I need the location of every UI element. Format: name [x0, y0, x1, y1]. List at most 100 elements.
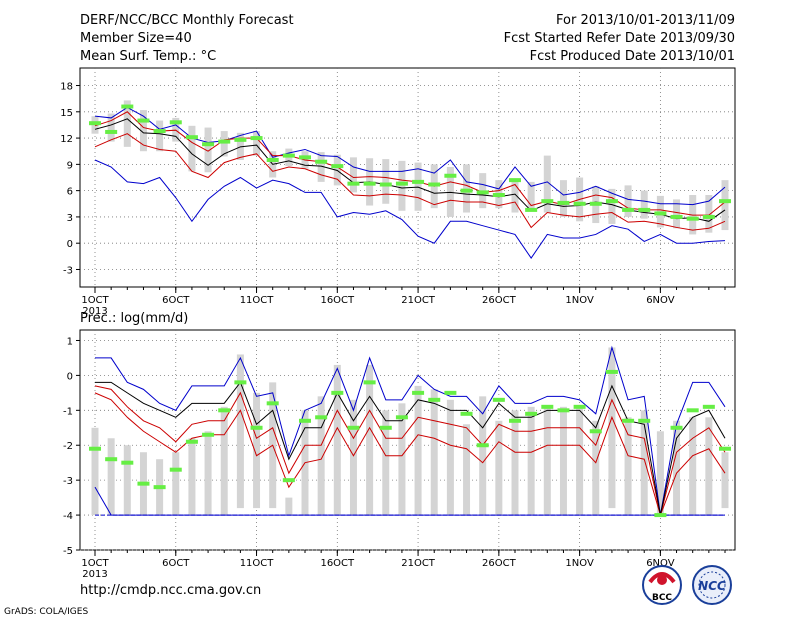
member-size: Member Size=40 [80, 31, 192, 46]
mean-marker [299, 418, 311, 423]
range-box [673, 420, 681, 516]
mean-marker [525, 411, 538, 416]
mean-marker [234, 137, 247, 142]
plot-frame [79, 67, 736, 288]
range-box [220, 406, 228, 516]
range-box [414, 385, 422, 516]
mean-marker [492, 193, 505, 198]
mean-marker [185, 439, 198, 444]
figure-title: DERF/NCC/BCC Monthly Forecast [80, 13, 294, 28]
mean-marker [670, 425, 683, 430]
y-tick-label: 3 [67, 213, 73, 224]
y-tick-label: -3 [63, 265, 73, 276]
mean-marker [670, 214, 683, 219]
mean-marker [299, 155, 311, 160]
mean-marker [218, 408, 231, 413]
inner-low-line [94, 133, 726, 231]
range-box [107, 113, 115, 142]
produced-date: Fcst Produced Date 2013/10/01 [530, 49, 735, 64]
precip-panel-title: Prec.: log(mm/d) [80, 311, 188, 326]
range-box [123, 100, 131, 147]
range-box [188, 438, 196, 516]
mean-marker [622, 418, 635, 423]
mean-marker [121, 460, 134, 465]
mean-marker [137, 118, 150, 123]
mean-marker [282, 478, 295, 483]
range-box [527, 181, 535, 211]
range-box [317, 152, 325, 182]
range-box [559, 406, 567, 516]
range-box [123, 445, 131, 516]
range-box [204, 127, 212, 173]
mean-marker [702, 214, 715, 219]
mean-marker [315, 415, 328, 420]
mean-marker [702, 404, 715, 409]
grads-credit: GrADS: COLA/IGES [4, 607, 88, 617]
range-box [349, 399, 357, 516]
range-box [463, 424, 471, 516]
mean-marker [89, 446, 101, 451]
mean-marker [541, 199, 554, 204]
range-box [673, 199, 681, 229]
footer-url: http://cmdp.ncc.cma.gov.cn [80, 583, 261, 598]
range-box [576, 406, 584, 516]
mean-marker [589, 201, 602, 206]
range-box [527, 406, 535, 516]
range-box [721, 452, 729, 509]
range-box [624, 417, 632, 516]
range-box [446, 399, 454, 516]
mean-marker [412, 390, 425, 395]
mean-marker [557, 408, 570, 413]
mean-marker [654, 513, 667, 518]
y-tick-label: -1 [63, 406, 73, 417]
outer-low-line [94, 159, 726, 259]
mean-marker [719, 199, 731, 204]
mean-marker [492, 397, 505, 402]
range-box [543, 406, 551, 516]
mean-marker [444, 173, 457, 178]
ncc-logo-text: NCC [698, 579, 726, 593]
range-box [349, 157, 357, 193]
variable-label: Mean Surf. Temp.: °C [80, 49, 216, 64]
x-tick-label: 1OCT [81, 558, 109, 569]
inner-low-line [94, 392, 726, 517]
range-box [721, 180, 729, 231]
x-tick-label: 6OCT [162, 295, 190, 306]
range-box [640, 190, 648, 219]
range-box [640, 410, 648, 516]
bcc-logo-text: BCC [652, 593, 672, 603]
y-tick-label: -2 [63, 441, 73, 452]
bcc-logo: BCC [642, 565, 682, 605]
mean-marker [185, 135, 198, 140]
range-box [608, 188, 616, 224]
mean-marker [169, 120, 182, 125]
mean-marker [137, 481, 150, 486]
mean-marker [266, 157, 279, 162]
range-box [543, 155, 551, 213]
mean-marker [234, 380, 247, 385]
mean-marker [331, 164, 344, 169]
x-tick-label: 26OCT [482, 558, 517, 569]
mean-marker [363, 181, 376, 186]
mean-marker [169, 467, 182, 472]
range-box [366, 364, 374, 516]
x-tick-label: 6NOV [646, 558, 675, 569]
y-tick-label: 0 [67, 239, 73, 250]
mean-marker [121, 104, 134, 109]
plot-frame [79, 329, 736, 551]
x-tick-label: 1NOV [565, 558, 594, 569]
x-year-label: 2013 [82, 306, 107, 317]
mean-marker [379, 182, 392, 187]
mean-marker [476, 443, 489, 448]
mean-marker [153, 485, 166, 490]
x-tick-label: 21OCT [401, 295, 436, 306]
range-box [608, 347, 616, 509]
mean-marker [460, 411, 473, 416]
range-box [398, 403, 406, 516]
range-box [204, 431, 212, 516]
mean-marker [589, 429, 602, 434]
range-box [107, 438, 115, 516]
mean-marker [153, 129, 166, 134]
range-box [172, 452, 180, 516]
